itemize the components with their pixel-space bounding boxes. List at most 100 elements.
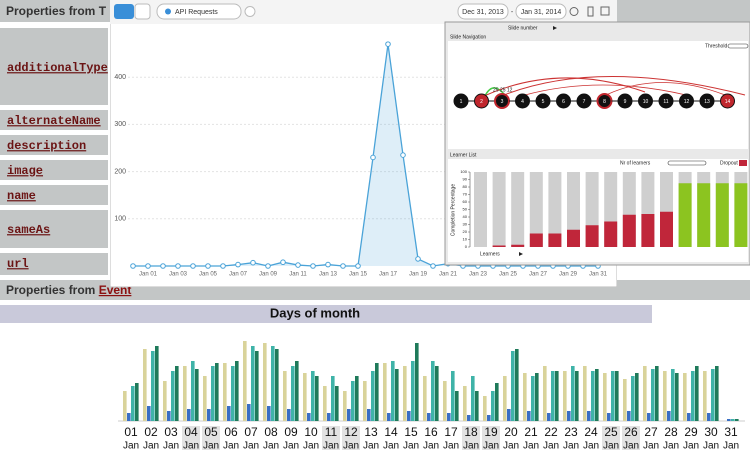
bar — [215, 363, 219, 421]
y-tick-label: 400 — [114, 74, 126, 81]
x-tick-label: 02 — [144, 425, 158, 439]
point — [385, 41, 391, 47]
share-icon[interactable] — [587, 6, 594, 17]
x-tick-label: 03 — [164, 425, 178, 439]
bar — [691, 371, 695, 421]
y-tick-label: 300 — [114, 121, 126, 128]
arrow — [553, 26, 557, 30]
line-view-button[interactable] — [114, 4, 134, 19]
y-tick-label: 10 — [463, 237, 468, 242]
bar — [423, 376, 427, 421]
slide-node[interactable] — [720, 93, 735, 109]
bar — [227, 406, 231, 421]
property-link[interactable]: name — [7, 189, 36, 203]
x-tick-label: Jan 25 — [499, 272, 518, 278]
bar — [567, 411, 571, 421]
point — [310, 263, 316, 269]
bar — [467, 415, 471, 421]
y-tick-label: 30 — [463, 222, 468, 227]
bar — [243, 341, 247, 421]
bar-view-button[interactable] — [134, 3, 151, 20]
weekend-highlight — [202, 426, 220, 450]
x-tick-label: 19 — [484, 425, 498, 439]
x-tick-sublabel: Jan — [623, 441, 639, 450]
bar — [407, 411, 411, 421]
add-button[interactable] — [244, 6, 256, 17]
slide-node-label: 3 — [501, 99, 504, 105]
slide-node-label: 11 — [663, 99, 668, 105]
property-link[interactable]: image — [7, 164, 43, 178]
navigation-title: Slide Navigation — [450, 34, 486, 40]
bar — [707, 413, 711, 421]
bar — [734, 183, 748, 247]
x-tick-label: Jan 15 — [349, 272, 368, 278]
edge — [605, 82, 726, 96]
bar — [475, 391, 479, 421]
property-link[interactable]: url — [7, 257, 29, 271]
x-tick-label: Jan 05 — [199, 272, 218, 278]
bar — [307, 413, 311, 421]
edge-label: 25 25 12 — [493, 87, 513, 93]
property-link[interactable]: alternateName — [7, 114, 101, 128]
x-tick-label: Jan 11 — [289, 272, 307, 278]
point — [400, 152, 406, 158]
slide-node-label: 10 — [643, 99, 649, 105]
expand-icon[interactable] — [600, 6, 610, 16]
bar — [643, 366, 647, 421]
bar — [131, 386, 135, 421]
bar — [527, 411, 531, 421]
x-tick-label: Jan 09 — [259, 272, 278, 278]
point — [220, 263, 226, 269]
bar — [207, 409, 211, 421]
x-tick-label: 05 — [204, 425, 218, 439]
property-link[interactable]: additionalType — [7, 61, 108, 75]
x-tick-label: 23 — [564, 425, 578, 439]
x-tick-label: 20 — [504, 425, 518, 439]
point — [415, 256, 421, 262]
bar — [235, 361, 239, 421]
date-from-box[interactable] — [457, 3, 509, 20]
metric-dropdown[interactable] — [156, 3, 242, 20]
y-tick-label: 40 — [463, 214, 468, 219]
bar — [415, 343, 419, 421]
x-tick-label: Jan 03 — [169, 272, 188, 278]
property-link[interactable]: description — [7, 139, 86, 153]
bar — [191, 361, 195, 421]
threshold-slider[interactable] — [727, 43, 749, 49]
bar — [311, 371, 315, 421]
bar — [507, 409, 511, 421]
bar — [271, 346, 275, 421]
date-to-box[interactable] — [515, 3, 567, 20]
refresh-icon[interactable] — [569, 7, 579, 16]
bar — [143, 349, 147, 421]
x-tick-label: 30 — [704, 425, 718, 439]
x-tick-sublabel: Jan — [303, 441, 319, 450]
y-tick-label: 20 — [463, 229, 468, 234]
x-tick-sublabel: Jan — [143, 441, 159, 450]
bar — [371, 371, 375, 421]
x-tick-label: 26 — [624, 425, 638, 439]
date-sep: - — [511, 9, 514, 16]
property-link[interactable]: sameAs — [7, 223, 50, 237]
point — [145, 263, 151, 269]
y-tick-label: 100 — [114, 216, 126, 223]
bar — [187, 409, 191, 421]
bar — [231, 366, 235, 421]
bar — [655, 366, 659, 421]
count-slider[interactable] — [667, 160, 707, 166]
bar — [735, 419, 739, 421]
bar — [171, 371, 175, 421]
x-tick-sublabel: Jan — [283, 441, 299, 450]
slide-node-label: 8 — [603, 99, 606, 105]
bar — [127, 413, 131, 421]
bar — [195, 369, 199, 421]
bar — [583, 366, 587, 421]
bar — [703, 371, 707, 421]
bar — [267, 406, 271, 421]
x-tick-label: 13 — [364, 425, 378, 439]
x-tick-label: 28 — [664, 425, 678, 439]
bar — [667, 411, 671, 421]
y-axis-label: Completion Percentage — [450, 184, 456, 236]
x-tick-sublabel: Jan — [503, 441, 519, 450]
y-tick-label: 80 — [463, 184, 468, 189]
